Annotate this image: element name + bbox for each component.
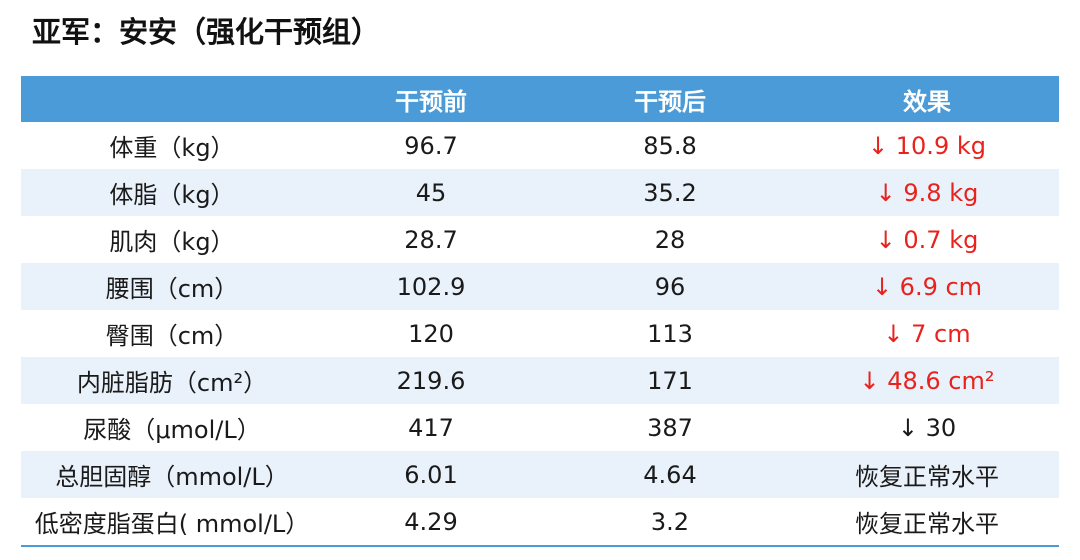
table-row: 体脂（kg） 45 35.2 ↓ 9.8 kg (21, 169, 1059, 216)
effect-value: ↓ 7 cm (883, 319, 971, 348)
after-value: 28 (654, 225, 686, 254)
table-row: 腰围（cm） 102.9 96 ↓ 6.9 cm (21, 263, 1059, 310)
page-title: 亚军：安安（强化干预组） (32, 15, 381, 49)
before-value: 4.29 (404, 507, 458, 536)
header-before: 干预前 (395, 87, 467, 116)
table-row: 肌肉（kg） 28.7 28 ↓ 0.7 kg (21, 216, 1059, 263)
after-value: 171 (647, 366, 693, 395)
effect-value: ↓ 9.8 kg (875, 178, 979, 207)
before-value: 28.7 (404, 225, 458, 254)
before-value: 45 (415, 178, 447, 207)
before-value: 120 (408, 319, 454, 348)
header-after: 干预后 (634, 87, 706, 116)
metric-label: 腰围（cm） (105, 275, 239, 303)
table-row: 总胆固醇（mmol/L） 6.01 4.64 恢复正常水平 (21, 451, 1059, 498)
effect-value: ↓ 0.7 kg (875, 225, 979, 254)
metric-label: 肌肉（kg） (109, 228, 235, 256)
effect-value: ↓ 10.9 kg (868, 131, 986, 160)
metric-label: 体重（kg） (109, 134, 235, 162)
table-row: 臀围（cm） 120 113 ↓ 7 cm (21, 310, 1059, 357)
table-row: 低密度脂蛋白( mmol/L） 4.29 3.2 恢复正常水平 (21, 498, 1059, 547)
table-row: 体重（kg） 96.7 85.8 ↓ 10.9 kg (21, 122, 1059, 169)
effect-value: ↓ 48.6 cm² (859, 366, 995, 395)
table-row: 内脏脂肪（cm²） 219.6 171 ↓ 48.6 cm² (21, 357, 1059, 404)
results-table: 干预前 干预后 效果 体重（kg） 96.7 85.8 ↓ 10.9 kg 体脂… (21, 76, 1059, 547)
metric-label: 总胆固醇（mmol/L） (55, 463, 289, 491)
metric-label: 低密度脂蛋白( mmol/L） (34, 510, 310, 538)
metric-label: 内脏脂肪（cm²） (76, 369, 268, 397)
metric-label: 体脂（kg） (109, 181, 235, 209)
header-effect: 效果 (903, 87, 951, 116)
metric-label: 尿酸（μmol/L） (83, 416, 261, 444)
after-value: 96 (654, 272, 686, 301)
effect-value: 恢复正常水平 (855, 463, 999, 491)
after-value: 85.8 (643, 131, 697, 160)
metric-label: 臀围（cm） (105, 322, 239, 350)
before-value: 417 (408, 413, 454, 442)
effect-value: ↓ 30 (897, 413, 957, 442)
table-row: 尿酸（μmol/L） 417 387 ↓ 30 (21, 404, 1059, 451)
after-value: 387 (647, 413, 693, 442)
before-value: 219.6 (396, 366, 466, 395)
table-header-row: 干预前 干预后 效果 (21, 76, 1059, 122)
after-value: 35.2 (643, 178, 697, 207)
before-value: 96.7 (404, 131, 458, 160)
before-value: 102.9 (396, 272, 466, 301)
effect-value: ↓ 6.9 cm (871, 272, 983, 301)
effect-value: 恢复正常水平 (855, 510, 999, 538)
after-value: 113 (647, 319, 693, 348)
after-value: 3.2 (650, 507, 690, 536)
before-value: 6.01 (404, 460, 458, 489)
after-value: 4.64 (643, 460, 697, 489)
